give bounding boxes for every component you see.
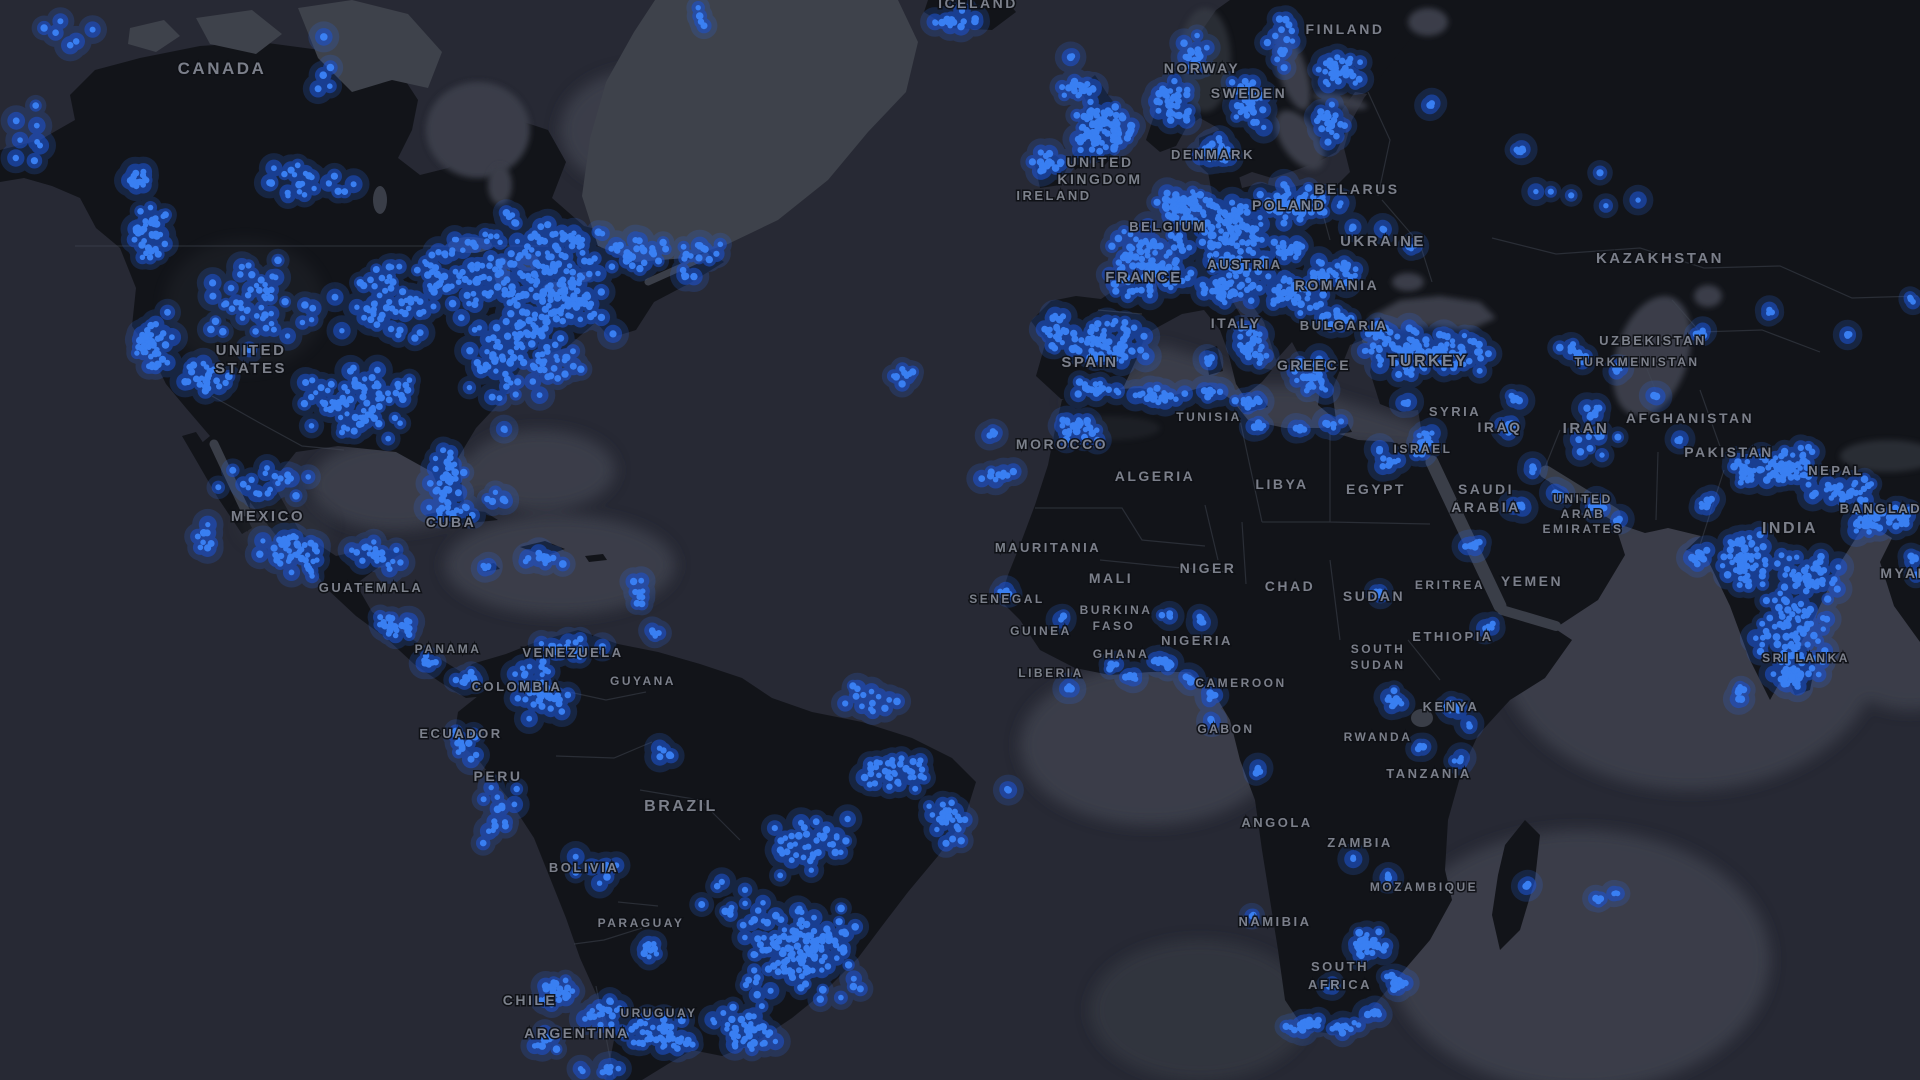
country-label-mauritania: MAURITANIA xyxy=(995,540,1101,555)
country-label-ghana: GHANA xyxy=(1093,647,1150,661)
country-label-ukraine: UKRAINE xyxy=(1340,233,1426,250)
country-label-israel: ISRAEL xyxy=(1393,442,1452,456)
country-label-senegal: SENEGAL xyxy=(969,592,1045,606)
country-label-south: SOUTH xyxy=(1351,642,1406,656)
country-label-emirates: EMIRATES xyxy=(1542,522,1623,536)
country-label-turkey: TURKEY xyxy=(1388,353,1469,370)
country-label-india: INDIA xyxy=(1762,520,1818,537)
country-label-arab: ARAB xyxy=(1561,507,1606,521)
country-label-bulgaria: BULGARIA xyxy=(1300,318,1389,333)
country-label-syria: SYRIA xyxy=(1429,404,1481,419)
country-label-states: STATES xyxy=(215,360,287,377)
country-label-paraguay: PARAGUAY xyxy=(598,916,685,930)
country-label-chile: CHILE xyxy=(503,992,558,1008)
country-label-sudan: SUDAN xyxy=(1350,658,1405,672)
country-label-spain: SPAIN xyxy=(1061,354,1118,371)
country-label-liberia: LIBERIA xyxy=(1018,666,1084,680)
country-label-norway: NORWAY xyxy=(1164,60,1240,76)
country-label-pakistan: PAKISTAN xyxy=(1684,444,1773,460)
country-label-mexico: MEXICO xyxy=(231,508,305,525)
country-label-turkmenistan: TURKMENISTAN xyxy=(1574,355,1699,369)
country-label-kingdom: KINGDOM xyxy=(1057,171,1142,187)
country-label-iran: IRAN xyxy=(1563,420,1610,437)
country-label-belarus: BELARUS xyxy=(1314,181,1399,197)
country-label-libya: LIBYA xyxy=(1255,476,1308,492)
country-label-belgium: BELGIUM xyxy=(1129,219,1206,234)
country-label-afghanistan: AFGHANISTAN xyxy=(1626,410,1754,426)
country-label-venezuela: VENEZUELA xyxy=(522,645,623,660)
country-label-panama: PANAMA xyxy=(415,642,482,656)
country-label-guinea: GUINEA xyxy=(1010,624,1072,638)
country-label-denmark: DENMARK xyxy=(1171,147,1255,162)
dot-core-layer xyxy=(12,5,1920,1076)
country-label-romania: ROMANIA xyxy=(1295,277,1379,293)
country-label-tunisia: TUNISIA xyxy=(1176,410,1242,424)
country-label-iceland: ICELAND xyxy=(938,0,1018,11)
country-label-united: UNITED xyxy=(216,342,287,359)
country-label-guyana: GUYANA xyxy=(610,674,676,688)
country-label-nigeria: NIGERIA xyxy=(1161,633,1233,648)
country-label-sudan: SUDAN xyxy=(1343,588,1405,604)
country-label-bolivia: BOLIVIA xyxy=(549,860,619,875)
country-label-eritrea: ERITREA xyxy=(1415,578,1485,592)
country-label-ecuador: ECUADOR xyxy=(419,726,502,741)
country-label-greece: GREECE xyxy=(1277,357,1351,373)
country-label-morocco: MOROCCO xyxy=(1016,436,1108,452)
country-label-angola: ANGOLA xyxy=(1241,815,1312,830)
country-label-namibia: NAMIBIA xyxy=(1238,914,1311,929)
country-label-poland: POLAND xyxy=(1252,197,1326,213)
country-label-sri-lanka: SRI LANKA xyxy=(1762,651,1850,665)
country-label-nepal: NEPAL xyxy=(1808,463,1864,478)
country-label-united: UNITED xyxy=(1553,492,1613,506)
country-label-ireland: IRELAND xyxy=(1016,188,1091,203)
country-label-egypt: EGYPT xyxy=(1346,481,1406,497)
country-label-bangladesh: BANGLADESH xyxy=(1840,501,1920,516)
country-label-uruguay: URUGUAY xyxy=(620,1006,697,1020)
country-label-united: UNITED xyxy=(1066,154,1133,170)
country-label-mozambique: MOZAMBIQUE xyxy=(1370,880,1478,894)
country-label-uzbekistan: UZBEKISTAN xyxy=(1599,333,1707,348)
country-label-austria: AUSTRIA xyxy=(1207,257,1282,272)
country-label-colombia: COLOMBIA xyxy=(472,679,563,694)
country-label-peru: PERU xyxy=(474,768,523,784)
country-label-south: SOUTH xyxy=(1311,959,1369,974)
country-label-finland: FINLAND xyxy=(1306,21,1385,37)
country-label-ethiopia: ETHIOPIA xyxy=(1412,629,1493,644)
country-label-gabon: GABON xyxy=(1197,722,1254,736)
country-label-mali: MALI xyxy=(1089,570,1133,586)
country-label-canada: CANADA xyxy=(178,59,267,78)
country-label-algeria: ALGERIA xyxy=(1115,468,1196,484)
country-label-france: FRANCE xyxy=(1105,269,1183,286)
country-label-argentina: ARGENTINA xyxy=(524,1025,630,1041)
country-label-iraq: IRAQ xyxy=(1478,419,1523,435)
country-label-niger: NIGER xyxy=(1180,560,1237,576)
country-label-arabia: ARABIA xyxy=(1451,499,1520,515)
country-label-sweden: SWEDEN xyxy=(1211,85,1287,101)
country-label-brazil: BRAZIL xyxy=(644,798,718,815)
country-label-saudi: SAUDI xyxy=(1458,481,1514,497)
country-label-africa: AFRICA xyxy=(1308,977,1372,992)
country-label-myanmar: MYANMAR xyxy=(1880,565,1920,581)
country-labels: ICELAND CANADA FINLAND NORWAY SWEDEN DENMARK U… xyxy=(176,0,1920,1043)
country-label-yemen: YEMEN xyxy=(1501,573,1563,589)
country-label-cuba: CUBA xyxy=(426,514,476,530)
country-label-kenya: KENYA xyxy=(1423,699,1480,714)
country-label-rwanda: RWANDA xyxy=(1344,730,1413,744)
country-label-tanzania: TANZANIA xyxy=(1386,766,1471,781)
country-label-italy: ITALY xyxy=(1211,315,1262,331)
country-label-burkina: BURKINA xyxy=(1080,603,1153,617)
country-label-chad: CHAD xyxy=(1265,578,1315,594)
country-label-faso: FASO xyxy=(1093,619,1136,633)
country-label-cameroon: CAMEROON xyxy=(1195,676,1286,690)
country-label-kazakhstan: KAZAKHSTAN xyxy=(1596,250,1724,267)
country-label-guatemala: GUATEMALA xyxy=(319,580,424,595)
country-label-zambia: ZAMBIA xyxy=(1327,835,1393,850)
